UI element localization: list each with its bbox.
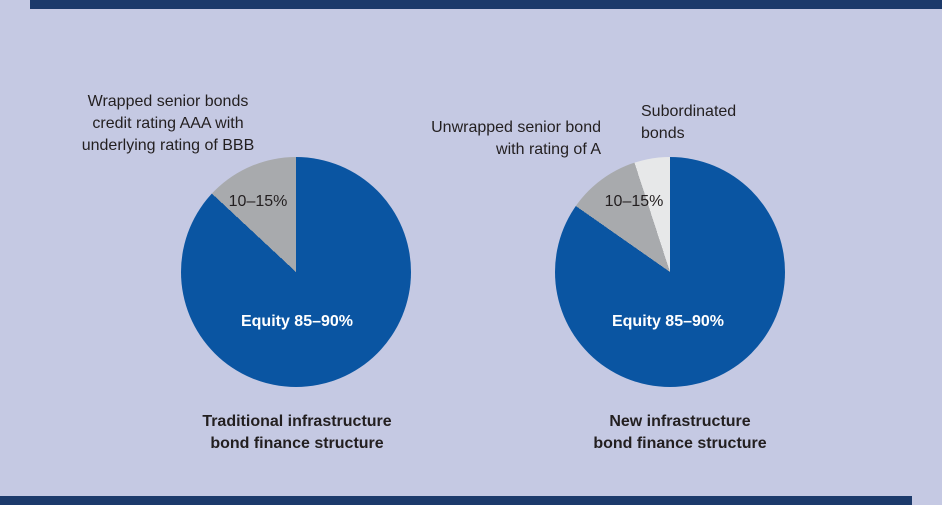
right-equity-slice-label: Equity 85–90%	[611, 313, 725, 330]
right-senior-slice-percent-label: 10–15%	[604, 193, 664, 210]
unwrapped-senior-bond-annotation: Unwrapped senior bond with rating of A	[431, 119, 601, 158]
left-equity-slice-label: Equity 85–90%	[240, 313, 354, 330]
bottom-rule	[0, 496, 912, 505]
pie-chart-traditional	[181, 157, 411, 387]
new-structure-caption: New infrastructure bond finance structur…	[593, 413, 767, 452]
top-rule	[30, 0, 942, 9]
left-senior-slice-percent-label: 10–15%	[228, 193, 288, 210]
pie-chart-new	[555, 157, 785, 387]
traditional-structure-caption: Traditional infrastructure bond finance …	[202, 413, 392, 452]
subordinated-bonds-annotation: Subordinated bonds	[641, 103, 737, 142]
wrapped-senior-bonds-annotation: Wrapped senior bonds credit rating AAA w…	[81, 93, 255, 154]
